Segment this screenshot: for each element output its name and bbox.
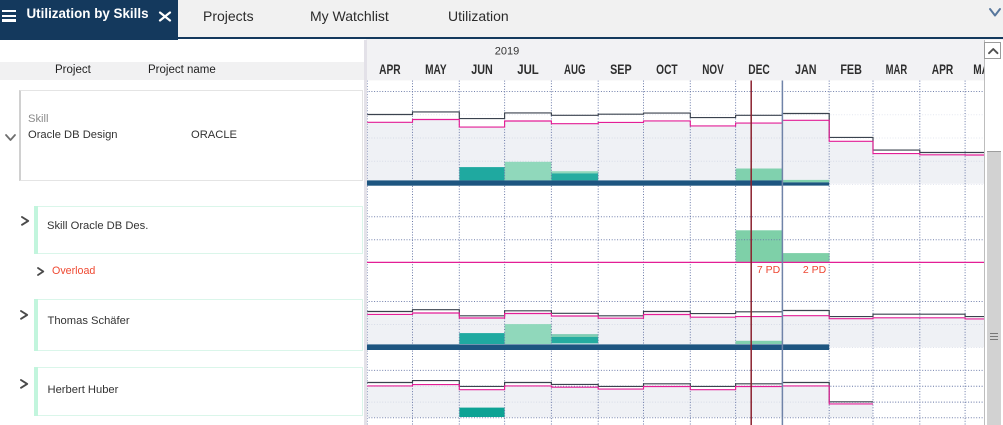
svg-text:AUG: AUG — [564, 61, 586, 77]
svg-text:OCT: OCT — [656, 61, 678, 77]
svg-text:MAR: MAR — [886, 61, 908, 77]
svg-text:SEP: SEP — [610, 61, 632, 77]
svg-text:JUL: JUL — [517, 61, 539, 77]
svg-text:APR: APR — [932, 61, 954, 77]
svg-text:FEB: FEB — [840, 61, 862, 77]
svg-text:7 PD: 7 PD — [757, 264, 781, 276]
svg-text:APR: APR — [379, 61, 401, 77]
svg-text:2019: 2019 — [495, 46, 519, 58]
svg-text:2 PD: 2 PD — [803, 264, 827, 276]
svg-text:JAN: JAN — [795, 61, 817, 77]
svg-text:NOV: NOV — [702, 61, 724, 77]
svg-text:DEC: DEC — [748, 61, 770, 77]
svg-text:JUN: JUN — [471, 61, 493, 77]
svg-text:MAY: MAY — [425, 61, 447, 77]
